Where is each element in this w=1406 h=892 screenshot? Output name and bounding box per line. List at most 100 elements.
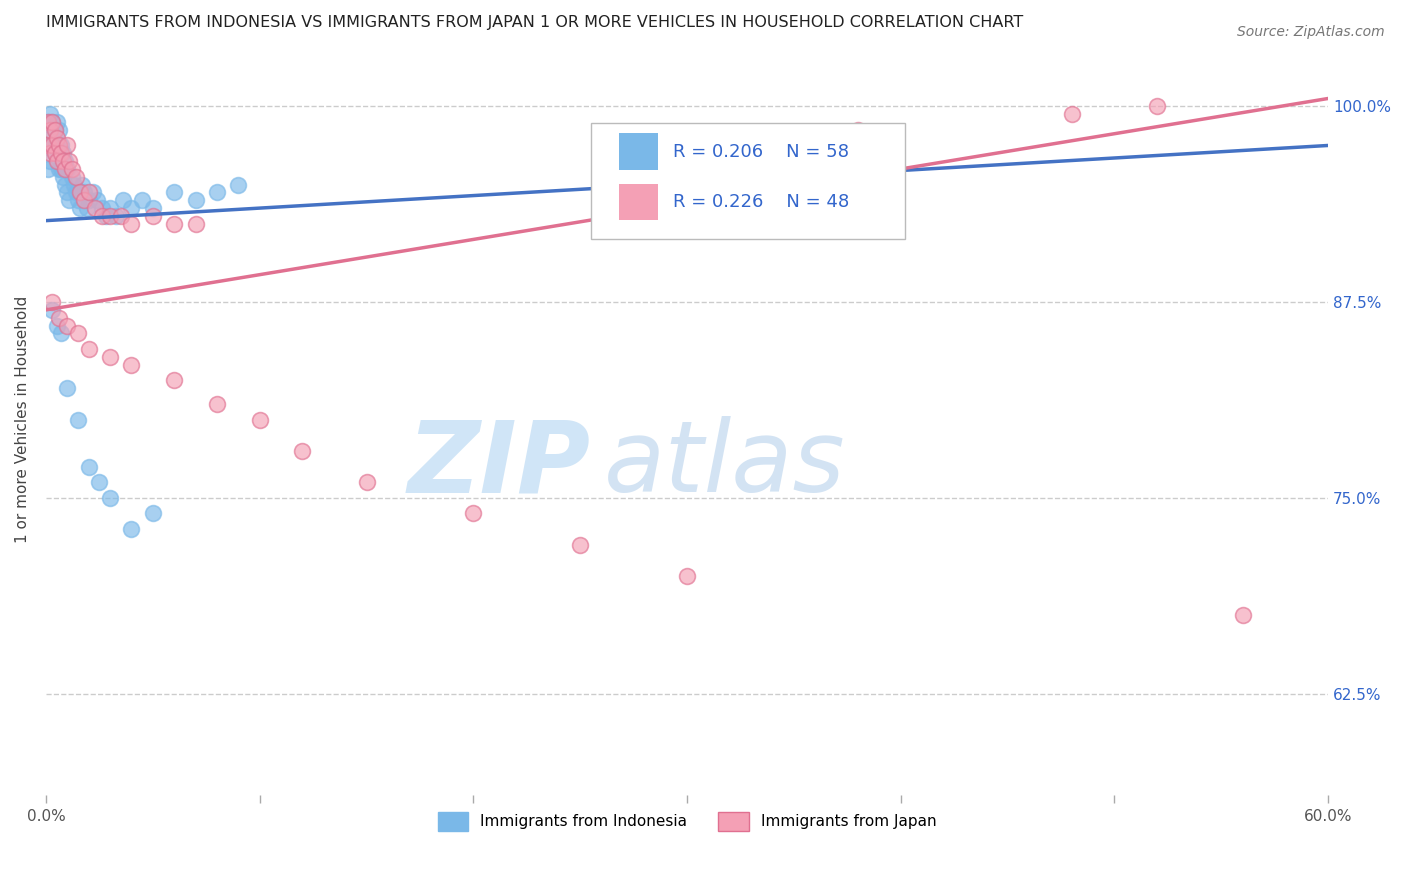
Point xyxy=(1060,107,1083,121)
Point xyxy=(37,138,59,153)
Point xyxy=(52,169,75,184)
Point xyxy=(111,194,134,208)
Point xyxy=(49,326,72,341)
Point xyxy=(60,169,83,184)
Point xyxy=(58,154,80,169)
Point xyxy=(98,209,121,223)
Text: R = 0.206    N = 58: R = 0.206 N = 58 xyxy=(673,143,849,161)
Point xyxy=(142,507,165,521)
Point xyxy=(65,169,87,184)
Point xyxy=(84,201,107,215)
Point xyxy=(45,318,67,333)
Point xyxy=(163,217,186,231)
Point xyxy=(41,302,63,317)
Text: Source: ZipAtlas.com: Source: ZipAtlas.com xyxy=(1237,25,1385,39)
Point xyxy=(463,507,485,521)
Point xyxy=(39,130,62,145)
Point xyxy=(77,459,100,474)
Text: IMMIGRANTS FROM INDONESIA VS IMMIGRANTS FROM JAPAN 1 OR MORE VEHICLES IN HOUSEHO: IMMIGRANTS FROM INDONESIA VS IMMIGRANTS … xyxy=(46,15,1024,30)
Y-axis label: 1 or more Vehicles in Household: 1 or more Vehicles in Household xyxy=(15,296,30,543)
Point xyxy=(49,138,72,153)
Point xyxy=(142,209,165,223)
Point xyxy=(39,123,62,137)
Point xyxy=(44,123,66,137)
Point xyxy=(72,178,94,192)
Bar xyxy=(619,185,658,220)
Point xyxy=(1146,99,1168,113)
Point xyxy=(60,161,83,176)
Point xyxy=(77,186,100,200)
Point xyxy=(163,186,186,200)
Point xyxy=(846,123,869,137)
Point xyxy=(62,178,84,192)
Point xyxy=(56,381,79,395)
Point xyxy=(846,161,869,176)
Point xyxy=(37,138,59,153)
Point xyxy=(82,186,104,200)
Point xyxy=(110,209,132,223)
Point xyxy=(205,186,228,200)
Point xyxy=(52,146,75,161)
Point xyxy=(73,194,96,208)
Point xyxy=(53,154,76,169)
Point xyxy=(39,107,62,121)
Point xyxy=(105,209,128,223)
Point xyxy=(49,161,72,176)
Point xyxy=(98,350,121,364)
Point xyxy=(120,217,142,231)
Point xyxy=(676,569,699,583)
Point xyxy=(37,161,59,176)
Text: atlas: atlas xyxy=(603,417,845,513)
Point xyxy=(76,201,98,215)
Point xyxy=(633,161,655,176)
Point xyxy=(98,201,121,215)
Point xyxy=(90,209,112,223)
Point xyxy=(52,154,75,169)
Text: ZIP: ZIP xyxy=(408,417,591,513)
Point xyxy=(120,358,142,372)
Point xyxy=(45,115,67,129)
Point xyxy=(86,194,108,208)
Point xyxy=(39,154,62,169)
Point xyxy=(37,115,59,129)
Point xyxy=(184,217,207,231)
Point xyxy=(48,310,70,325)
Point xyxy=(53,161,76,176)
Point xyxy=(45,154,67,169)
Point xyxy=(41,138,63,153)
Point xyxy=(184,194,207,208)
Bar xyxy=(619,134,658,169)
Point xyxy=(48,161,70,176)
Point xyxy=(98,491,121,505)
Point xyxy=(120,201,142,215)
Point xyxy=(53,178,76,192)
Point xyxy=(41,138,63,153)
Point xyxy=(66,326,89,341)
Point xyxy=(77,194,100,208)
Point xyxy=(44,146,66,161)
Point xyxy=(69,186,91,200)
Point xyxy=(56,161,79,176)
Point xyxy=(226,178,249,192)
Point xyxy=(41,295,63,310)
Point xyxy=(356,475,378,490)
Point xyxy=(77,342,100,356)
Point xyxy=(120,522,142,536)
Point xyxy=(66,194,89,208)
Point xyxy=(90,201,112,215)
Point xyxy=(44,146,66,161)
Point xyxy=(48,138,70,153)
Point xyxy=(49,146,72,161)
Point xyxy=(44,123,66,137)
Point xyxy=(56,318,79,333)
Point xyxy=(56,138,79,153)
Text: R = 0.226    N = 48: R = 0.226 N = 48 xyxy=(673,194,849,211)
Point xyxy=(45,130,67,145)
Point xyxy=(73,186,96,200)
Point xyxy=(41,115,63,129)
Point xyxy=(58,194,80,208)
Point xyxy=(65,186,87,200)
Point xyxy=(66,412,89,426)
Point xyxy=(131,194,153,208)
Point xyxy=(41,115,63,129)
